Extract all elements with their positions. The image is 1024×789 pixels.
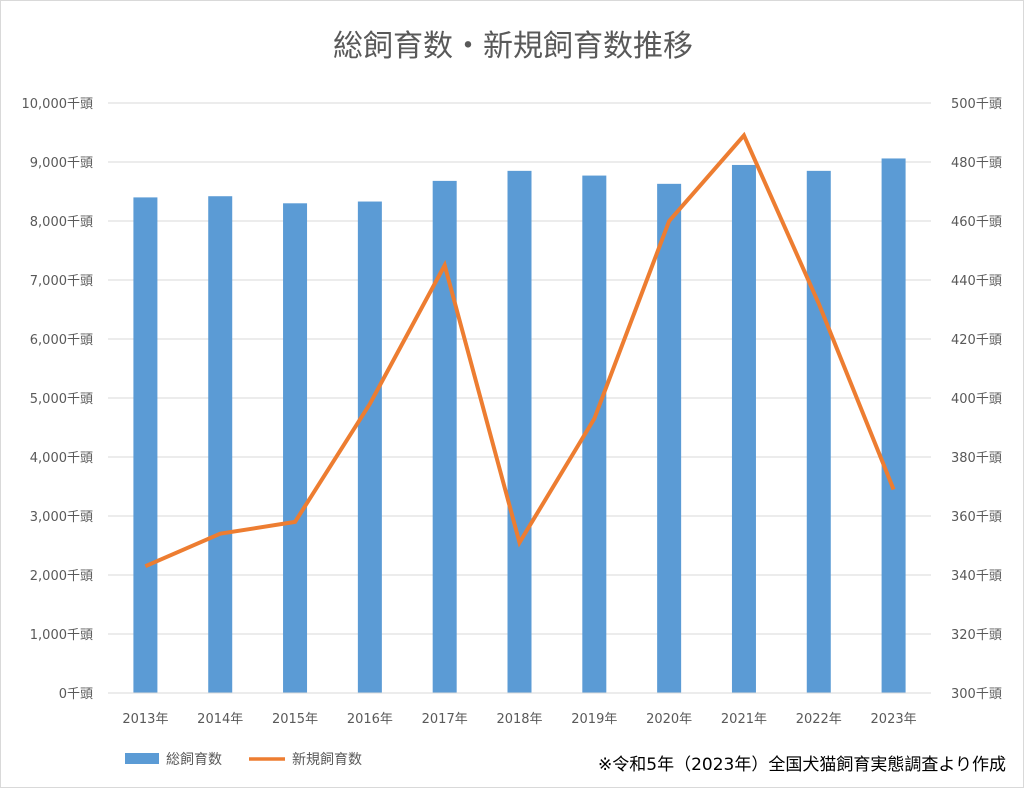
- legend-swatch-bar: [125, 753, 159, 764]
- x-tick-label: 2023年: [871, 712, 917, 727]
- x-tick-label: 2015年: [272, 712, 318, 727]
- x-tick-label: 2022年: [796, 712, 842, 727]
- left-tick-label: 0千頭: [59, 687, 93, 702]
- bar: [208, 196, 232, 693]
- left-tick-label: 2,000千頭: [30, 569, 93, 584]
- right-tick-label: 380千頭: [951, 451, 1002, 466]
- x-tick-label: 2016年: [347, 712, 393, 727]
- bar: [657, 184, 681, 693]
- right-tick-label: 460千頭: [951, 215, 1002, 230]
- x-tick-label: 2014年: [197, 712, 243, 727]
- bar: [283, 203, 307, 693]
- source-note: ※令和5年（2023年）全国犬猫飼育実態調査より作成: [598, 755, 1006, 775]
- bar: [133, 197, 157, 693]
- right-tick-label: 500千頭: [951, 97, 1002, 112]
- left-tick-label: 7,000千頭: [30, 274, 93, 289]
- bar: [882, 158, 906, 693]
- legend-label-bar: 総飼育数: [166, 752, 222, 768]
- bar: [433, 181, 457, 693]
- x-tick-label: 2019年: [571, 712, 617, 727]
- right-tick-label: 360千頭: [951, 510, 1002, 525]
- bar: [508, 171, 532, 693]
- right-tick-label: 300千頭: [951, 687, 1002, 702]
- chart-title: 総飼育数・新規飼育数推移: [333, 29, 693, 64]
- x-axis: 2013年 2014年 2015年 2016年 2017年 2018年 2019年 2020年…: [108, 693, 931, 727]
- right-tick-label: 320千頭: [951, 628, 1002, 643]
- legend-label-line: 新規飼育数: [292, 752, 362, 768]
- left-tick-label: 3,000千頭: [30, 510, 93, 525]
- left-tick-label: 10,000千頭: [22, 97, 94, 112]
- left-axis: 0千頭 1,000千頭 2,000千頭 3,000千頭 4,000千頭 5,000千頭 6,…: [22, 97, 94, 702]
- right-tick-label: 480千頭: [951, 156, 1002, 171]
- bar: [807, 171, 831, 693]
- x-tick-label: 2017年: [422, 712, 468, 727]
- bar: [358, 202, 382, 693]
- left-tick-label: 1,000千頭: [30, 628, 93, 643]
- left-tick-label: 5,000千頭: [30, 392, 93, 407]
- left-tick-label: 6,000千頭: [30, 333, 93, 348]
- x-tick-label: 2020年: [646, 712, 692, 727]
- legend: 総飼育数 新規飼育数: [125, 752, 362, 768]
- x-tick-label: 2013年: [122, 712, 168, 727]
- right-tick-label: 340千頭: [951, 569, 1002, 584]
- left-tick-label: 4,000千頭: [30, 451, 93, 466]
- right-tick-label: 420千頭: [951, 333, 1002, 348]
- right-tick-label: 400千頭: [951, 392, 1002, 407]
- bar: [732, 165, 756, 693]
- right-axis: 300千頭 320千頭 340千頭 360千頭 380千頭 400千頭 420千頭 440千頭…: [951, 97, 1002, 702]
- left-tick-label: 8,000千頭: [30, 215, 93, 230]
- x-tick-label: 2021年: [721, 712, 767, 727]
- right-tick-label: 440千頭: [951, 274, 1002, 289]
- left-tick-label: 9,000千頭: [30, 156, 93, 171]
- x-tick-label: 2018年: [496, 712, 542, 727]
